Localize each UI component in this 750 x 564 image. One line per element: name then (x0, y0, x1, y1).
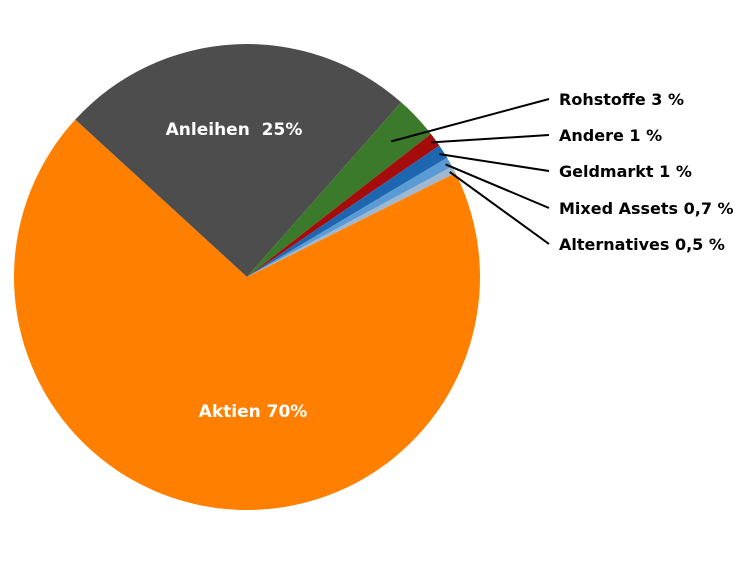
leader-line-andere (431, 134, 550, 144)
leader-line-geldmarkt (439, 153, 550, 172)
slice-label-anleihen: Anleihen 25% (166, 120, 303, 140)
slice-label-alternatives: Alternatives 0,5 % (559, 235, 725, 254)
pie-slice-mixed-assets (247, 157, 453, 277)
pie-slice-andere (247, 133, 440, 277)
pie-slice-aktien (14, 119, 480, 511)
pie-slice-anleihen (75, 43, 402, 277)
pie-slice-alternatives (247, 166, 456, 277)
slice-label-aktien: Aktien 70% (199, 402, 308, 422)
leader-line-rohstoffe (391, 98, 550, 143)
slice-label-andere: Andere 1 % (559, 126, 662, 145)
slice-label-rohstoffe: Rohstoffe 3 % (559, 90, 684, 109)
slice-label-mixed-assets: Mixed Assets 0,7 % (559, 199, 734, 218)
slice-label-geldmarkt: Geldmarkt 1 % (559, 162, 692, 181)
pie-slice-geldmarkt (247, 145, 448, 277)
leader-line-mixed-assets (445, 163, 550, 209)
pie-slice-rohstoffe (247, 102, 431, 277)
leader-line-alternatives (449, 171, 550, 245)
